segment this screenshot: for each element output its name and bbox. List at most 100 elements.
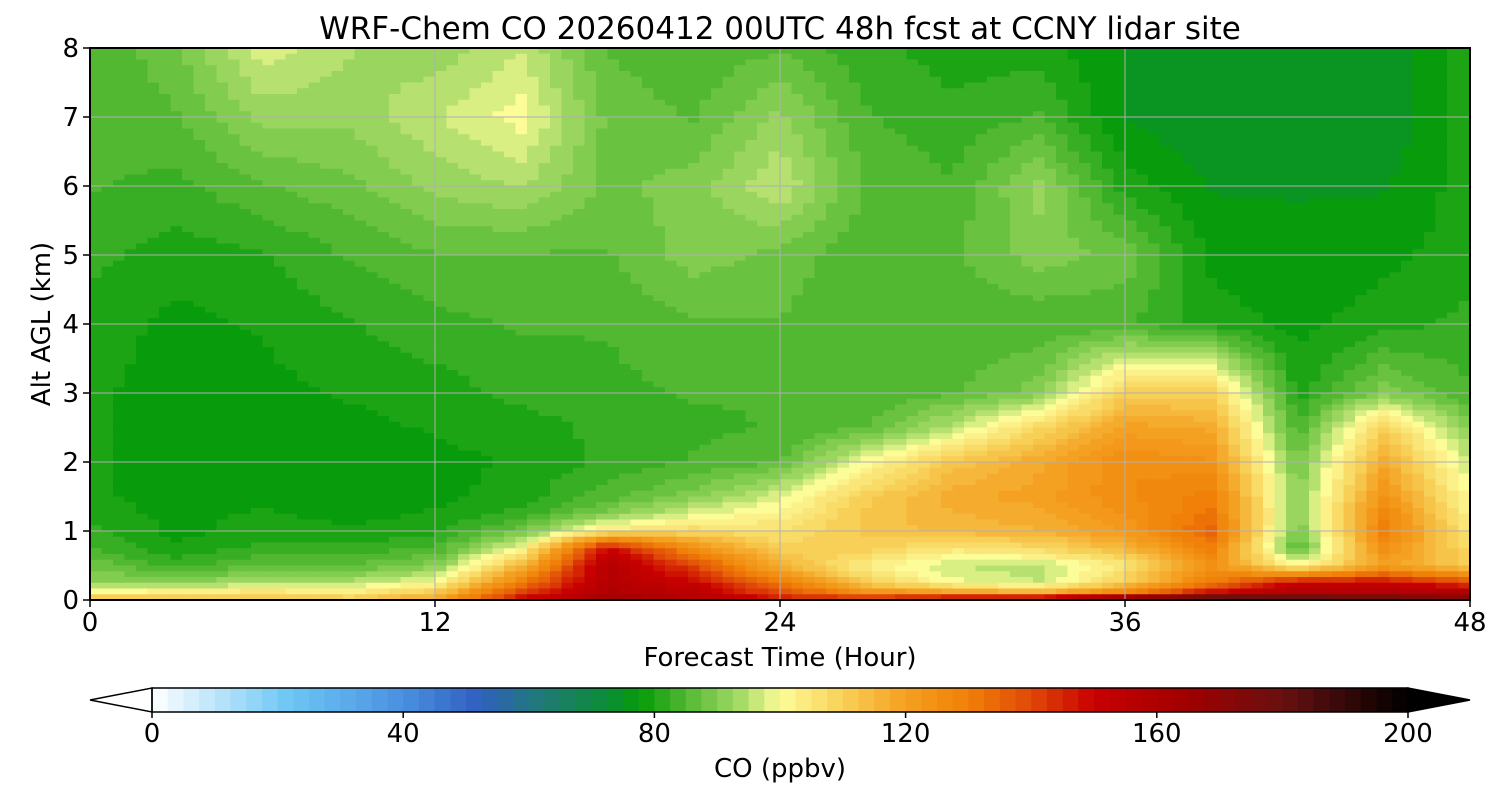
heatmap-cell	[665, 203, 678, 210]
heatmap-cell	[1343, 214, 1356, 222]
heatmap-cell	[1355, 220, 1368, 227]
heatmap-cell	[1056, 65, 1069, 72]
heatmap-cell	[262, 197, 275, 204]
heatmap-cell	[849, 214, 862, 222]
heatmap-cell	[1355, 76, 1368, 84]
heatmap-cell	[1113, 191, 1126, 199]
heatmap-cell	[1435, 168, 1448, 176]
heatmap-cell	[1090, 174, 1103, 181]
heatmap-cell	[262, 168, 275, 176]
heatmap-cell	[492, 209, 505, 216]
heatmap-cell	[814, 76, 827, 84]
heatmap-cell	[216, 48, 229, 55]
heatmap-cell	[1240, 163, 1253, 170]
heatmap-cell	[205, 266, 218, 273]
heatmap-cell	[228, 71, 241, 78]
heatmap-cell	[676, 168, 689, 176]
heatmap-cell	[573, 174, 586, 181]
heatmap-cell	[952, 220, 965, 227]
heatmap-cell	[1355, 203, 1368, 210]
heatmap-cell	[400, 209, 413, 216]
heatmap-cell	[205, 174, 218, 181]
heatmap-cell	[757, 71, 770, 78]
heatmap-cell	[515, 111, 528, 118]
heatmap-cell	[561, 243, 574, 250]
heatmap-cell	[1355, 197, 1368, 204]
heatmap-cell	[1251, 214, 1264, 222]
heatmap-cell	[492, 180, 505, 187]
heatmap-cell	[1067, 203, 1080, 210]
heatmap-cell	[964, 186, 977, 193]
heatmap-cell	[1458, 59, 1471, 66]
heatmap-cell	[343, 59, 356, 66]
heatmap-cell	[101, 151, 114, 158]
heatmap-cell	[412, 266, 425, 273]
heatmap-cell	[1297, 174, 1310, 181]
heatmap-cell	[941, 71, 954, 78]
heatmap-cell	[1033, 111, 1046, 118]
heatmap-cell	[1125, 111, 1138, 118]
heatmap-cell	[538, 71, 551, 78]
heatmap-cell	[515, 237, 528, 245]
heatmap-cell	[941, 214, 954, 222]
heatmap-cell	[1424, 163, 1437, 170]
heatmap-cell	[1378, 82, 1391, 89]
heatmap-cell	[1194, 48, 1207, 55]
heatmap-cell	[366, 197, 379, 204]
heatmap-cell	[1113, 266, 1126, 273]
heatmap-cell	[1033, 186, 1046, 193]
heatmap-cell	[929, 191, 942, 199]
heatmap-cell	[1366, 214, 1379, 222]
heatmap-cell	[1424, 71, 1437, 78]
heatmap-cell	[1079, 209, 1092, 216]
heatmap-cell	[1113, 249, 1126, 256]
heatmap-cell	[987, 203, 1000, 210]
heatmap-cell	[1090, 214, 1103, 222]
heatmap-cell	[826, 180, 839, 187]
heatmap-cell	[285, 122, 298, 130]
heatmap-cell	[1389, 186, 1402, 193]
heatmap-cell	[136, 197, 149, 204]
heatmap-cell	[1056, 99, 1069, 107]
heatmap-cell	[481, 53, 494, 61]
heatmap-cell	[389, 243, 402, 250]
heatmap-cell	[113, 191, 126, 199]
heatmap-cell	[1228, 260, 1241, 268]
heatmap-cell	[90, 174, 103, 181]
heatmap-cell	[837, 53, 850, 61]
heatmap-cell	[389, 168, 402, 176]
heatmap-cell	[1389, 111, 1402, 118]
heatmap-cell	[1320, 145, 1333, 153]
heatmap-cell	[941, 48, 954, 55]
heatmap-cell	[527, 65, 540, 72]
heatmap-cell	[124, 151, 137, 158]
heatmap-cell	[285, 283, 298, 291]
heatmap-cell	[1090, 278, 1103, 285]
heatmap-cell	[274, 278, 287, 285]
heatmap-cell	[1067, 111, 1080, 118]
heatmap-cell	[918, 105, 931, 112]
heatmap-cell	[998, 53, 1011, 61]
heatmap-cell	[918, 266, 931, 273]
heatmap-cell	[929, 76, 942, 84]
heatmap-cell	[297, 151, 310, 158]
heatmap-cell	[504, 226, 517, 233]
heatmap-cell	[561, 220, 574, 227]
heatmap-cell	[216, 99, 229, 107]
heatmap-cell	[975, 232, 988, 239]
heatmap-cell	[1309, 122, 1322, 130]
heatmap-cell	[665, 122, 678, 130]
heatmap-cell	[251, 249, 264, 256]
heatmap-cell	[860, 71, 873, 78]
heatmap-cell	[147, 111, 160, 118]
heatmap-cell	[895, 278, 908, 285]
heatmap-cell	[1309, 237, 1322, 245]
heatmap-cell	[630, 140, 643, 147]
heatmap-cell	[1056, 174, 1069, 181]
heatmap-cell	[619, 145, 632, 153]
heatmap-cell	[193, 203, 206, 210]
heatmap-cell	[550, 151, 563, 158]
heatmap-cell	[469, 59, 482, 66]
heatmap-cell	[642, 145, 655, 153]
heatmap-cell	[1136, 278, 1149, 285]
